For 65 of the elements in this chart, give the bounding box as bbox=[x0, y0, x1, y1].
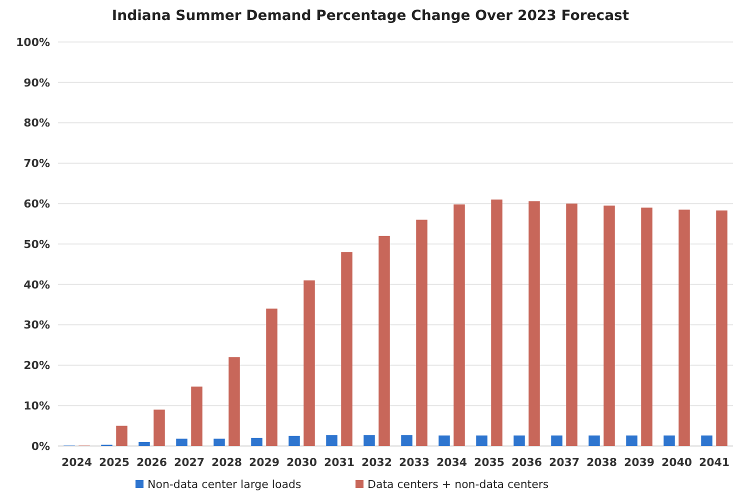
bar bbox=[641, 208, 652, 446]
bar bbox=[626, 435, 638, 446]
bar bbox=[191, 386, 202, 446]
bar bbox=[416, 220, 428, 446]
x-tick-label: 2036 bbox=[511, 456, 542, 469]
y-tick-label: 40% bbox=[24, 278, 50, 292]
bar bbox=[528, 201, 540, 446]
bar bbox=[454, 204, 465, 446]
bar bbox=[251, 438, 262, 446]
y-tick-label: 90% bbox=[24, 76, 50, 90]
x-tick-label: 2041 bbox=[698, 456, 730, 469]
x-tick-label: 2027 bbox=[174, 456, 205, 469]
bar bbox=[604, 206, 615, 446]
legend-label: Non-data center large loads bbox=[148, 478, 302, 491]
bar bbox=[514, 435, 525, 446]
bar bbox=[214, 438, 225, 446]
x-tick-label: 2034 bbox=[436, 456, 468, 469]
bar bbox=[664, 435, 675, 446]
y-tick-label: 50% bbox=[24, 238, 50, 251]
bar bbox=[588, 435, 600, 446]
y-tick-label: 10% bbox=[24, 399, 50, 412]
bar bbox=[176, 438, 188, 446]
bar bbox=[138, 442, 150, 446]
x-tick-label: 2030 bbox=[286, 456, 318, 469]
x-tick-label: 2037 bbox=[548, 456, 580, 469]
bar bbox=[401, 435, 412, 446]
bar bbox=[491, 200, 502, 446]
x-tick-label: 2028 bbox=[211, 456, 242, 469]
y-tick-label: 100% bbox=[16, 36, 50, 49]
chart-title: Indiana Summer Demand Percentage Change Over 2023 Forecast bbox=[112, 8, 630, 24]
bar bbox=[678, 210, 690, 446]
bar bbox=[288, 436, 300, 446]
y-tick-label: 60% bbox=[24, 197, 50, 210]
x-tick-label: 2025 bbox=[98, 456, 130, 469]
bar bbox=[438, 435, 450, 446]
x-tick-label: 2038 bbox=[586, 456, 618, 469]
bar bbox=[326, 435, 338, 446]
bar bbox=[341, 252, 352, 446]
x-tick-label: 2040 bbox=[661, 456, 692, 469]
x-tick-label: 2024 bbox=[61, 456, 92, 469]
bar bbox=[364, 435, 375, 446]
y-tick-label: 0% bbox=[31, 440, 50, 453]
bar bbox=[701, 435, 712, 446]
bar bbox=[154, 410, 165, 446]
bar bbox=[266, 308, 278, 446]
x-tick-label: 2029 bbox=[248, 456, 280, 469]
bar bbox=[116, 426, 128, 446]
x-tick-label: 2026 bbox=[136, 456, 168, 469]
bar bbox=[378, 236, 390, 446]
x-tick-label: 2039 bbox=[624, 456, 655, 469]
bar bbox=[566, 204, 578, 446]
x-tick-label: 2035 bbox=[474, 456, 505, 469]
bar bbox=[304, 280, 315, 446]
y-tick-label: 80% bbox=[24, 116, 50, 130]
x-tick-label: 2033 bbox=[398, 456, 430, 469]
legend-label: Data centers + non-data centers bbox=[368, 478, 549, 491]
y-tick-label: 20% bbox=[24, 359, 50, 372]
y-tick-label: 30% bbox=[24, 318, 50, 332]
bar bbox=[476, 435, 488, 446]
y-tick-label: 70% bbox=[24, 157, 50, 170]
x-tick-label: 2031 bbox=[324, 456, 355, 469]
bar bbox=[551, 435, 562, 446]
bar bbox=[716, 210, 728, 446]
bar bbox=[228, 357, 240, 446]
x-tick-label: 2032 bbox=[361, 456, 392, 469]
